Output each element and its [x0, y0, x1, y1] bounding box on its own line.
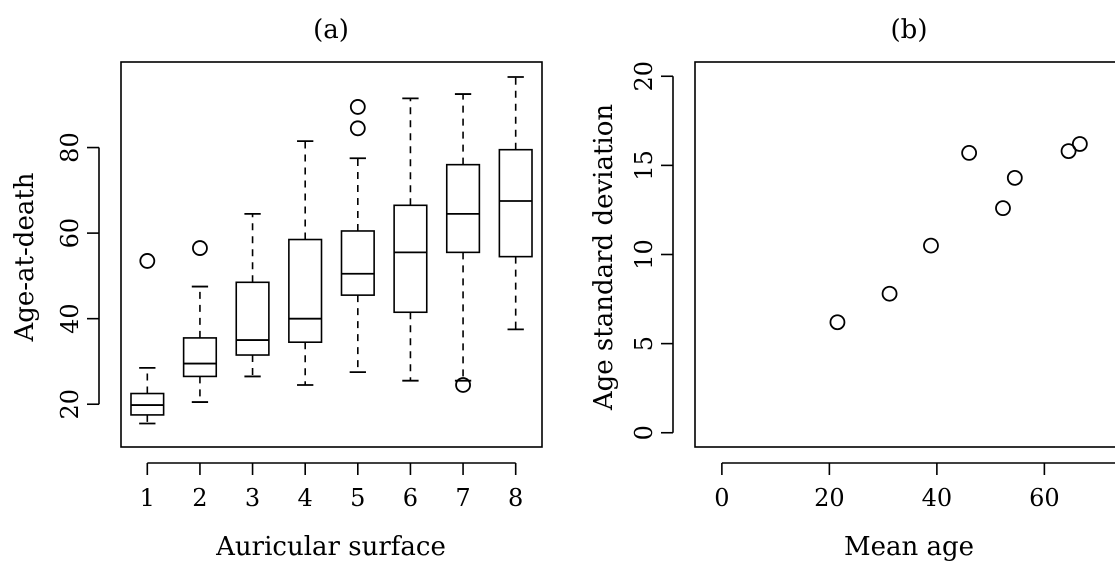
box-iqr [393, 204, 428, 314]
box-4 [288, 140, 323, 386]
box-iqr [340, 230, 375, 296]
box-iqr [288, 238, 323, 343]
box-7 [445, 93, 481, 393]
panel-a-y-tick-label: 20 [56, 389, 84, 420]
panel-b-x-axis: 0 20 40 60 [714, 462, 1115, 512]
box-1 [130, 253, 165, 425]
panel-a-y-axis-label: Age-at-death [10, 172, 40, 342]
box-iqr [445, 163, 481, 254]
panel-b-y-tick-label: 5 [630, 336, 658, 351]
panel-a-x-tick-label: 5 [350, 484, 365, 512]
box-5 [340, 99, 375, 374]
panel-b-x-tick-label: 40 [922, 484, 953, 512]
scatter-point [1060, 143, 1077, 160]
box-iqr [182, 337, 218, 378]
box-3 [235, 212, 270, 378]
box-iqr [235, 281, 270, 356]
panel-b-y-tick-label: 15 [630, 150, 658, 181]
box-iqr [498, 148, 533, 258]
panel-a-x-axis: 1 2 3 4 5 6 7 8 [140, 462, 523, 512]
box-2 [182, 240, 218, 403]
panel-b-x-tick-label: 0 [714, 484, 729, 512]
panel-b-y-axis-label: Age standard deviation [589, 104, 619, 412]
panel-b-x-tick-label: 60 [1029, 484, 1060, 512]
panel-a-x-axis-label: Auricular surface [215, 532, 446, 562]
box-outlier [349, 99, 366, 115]
scatter-point [1071, 136, 1088, 152]
panel-a-title: (a) [313, 15, 349, 45]
panel-b-scatter: (b) 0 5 10 15 20 0 20 40 60 Mean age Age standa… [589, 15, 1115, 562]
panel-a-plot-frame [120, 61, 543, 448]
panel-b-y-tick-label: 20 [630, 61, 658, 92]
box-outlier [455, 377, 471, 393]
panel-b-y-tick-label: 0 [630, 425, 658, 440]
scatter-point [995, 200, 1011, 217]
scatter-point [881, 285, 898, 302]
box-8 [498, 76, 533, 331]
panel-b-y-tick-label: 10 [630, 239, 658, 270]
panel-a-x-tick-label: 8 [508, 484, 523, 512]
panel-a-x-tick-label: 6 [403, 484, 418, 512]
scatter-point [923, 237, 939, 254]
panel-b-y-axis: 0 5 10 15 20 [630, 61, 674, 440]
panel-a-y-axis: 20 40 60 80 [56, 132, 100, 420]
panel-b-plot-frame [694, 61, 1115, 448]
panel-a-x-tick-label: 7 [455, 484, 470, 512]
panel-a-boxes [130, 76, 533, 425]
panel-b-points [829, 136, 1088, 331]
panel-a-x-tick-label: 4 [298, 484, 313, 512]
panel-b-x-tick-label: 20 [814, 484, 845, 512]
box-outlier [192, 240, 208, 256]
box-outlier [349, 120, 366, 137]
scatter-point [829, 314, 846, 331]
panel-a-x-tick-label: 2 [192, 484, 207, 512]
panel-a-x-tick-label: 1 [140, 484, 155, 512]
box-6 [393, 97, 428, 382]
panel-b-x-axis-label: Mean age [844, 532, 974, 562]
panel-a-y-tick-label: 80 [56, 132, 84, 163]
panel-b-title: (b) [891, 15, 928, 45]
panel-a-y-tick-label: 60 [56, 218, 84, 249]
scatter-point [1006, 169, 1023, 186]
panel-a-y-tick-label: 40 [56, 303, 84, 334]
scatter-point [961, 145, 978, 161]
box-outlier [139, 253, 156, 269]
panel-a-x-tick-label: 3 [245, 484, 260, 512]
